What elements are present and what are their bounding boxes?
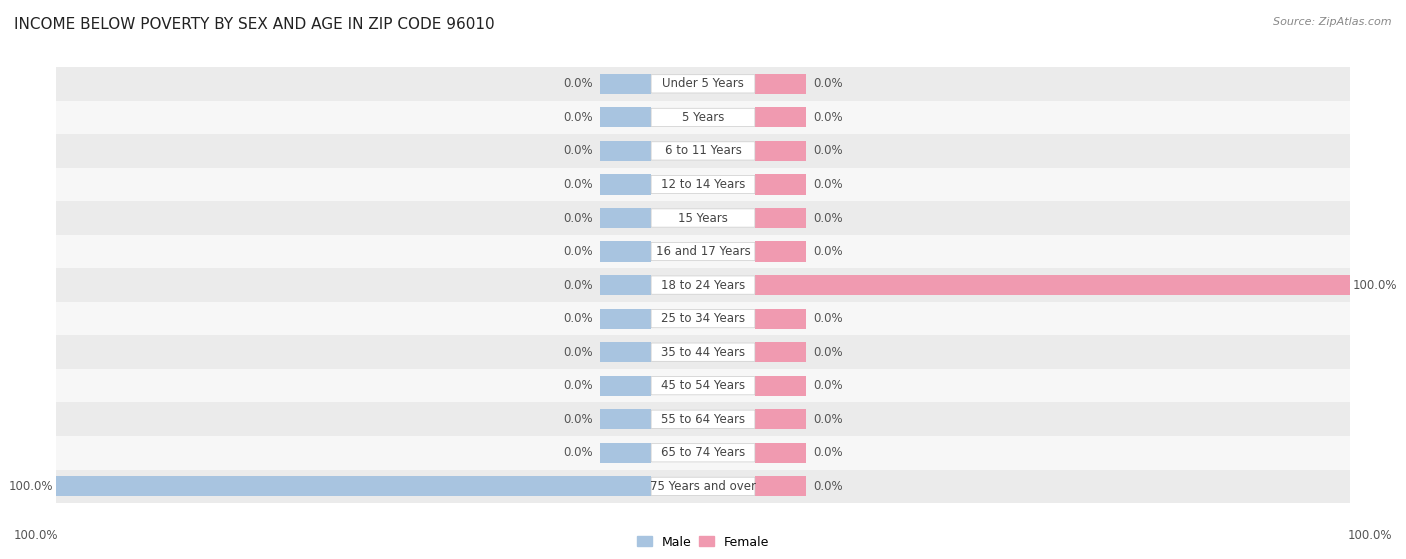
- Text: 0.0%: 0.0%: [813, 245, 842, 258]
- Text: 0.0%: 0.0%: [564, 77, 593, 91]
- Text: 18 to 24 Years: 18 to 24 Years: [661, 278, 745, 292]
- Bar: [599, 275, 651, 295]
- Bar: [755, 141, 807, 161]
- FancyBboxPatch shape: [651, 410, 755, 428]
- Text: 65 to 74 Years: 65 to 74 Years: [661, 446, 745, 459]
- Text: 0.0%: 0.0%: [813, 77, 842, 91]
- Bar: [755, 443, 807, 463]
- Bar: [755, 376, 807, 396]
- Bar: [599, 107, 651, 127]
- FancyBboxPatch shape: [651, 142, 755, 160]
- Text: 0.0%: 0.0%: [564, 312, 593, 325]
- Text: 0.0%: 0.0%: [813, 144, 842, 158]
- Bar: [56, 134, 1350, 168]
- FancyBboxPatch shape: [651, 276, 755, 294]
- Bar: [56, 436, 1350, 470]
- Bar: [56, 67, 1350, 101]
- Text: 5 Years: 5 Years: [682, 111, 724, 124]
- Bar: [755, 74, 807, 94]
- Text: 35 to 44 Years: 35 to 44 Years: [661, 345, 745, 359]
- Text: 16 and 17 Years: 16 and 17 Years: [655, 245, 751, 258]
- Text: 0.0%: 0.0%: [813, 345, 842, 359]
- Bar: [599, 309, 651, 329]
- Bar: [755, 241, 807, 262]
- Bar: [599, 208, 651, 228]
- Bar: [755, 409, 807, 429]
- Bar: [755, 342, 807, 362]
- Bar: [755, 174, 807, 195]
- Text: 0.0%: 0.0%: [564, 345, 593, 359]
- Bar: [599, 74, 651, 94]
- Text: 45 to 54 Years: 45 to 54 Years: [661, 379, 745, 392]
- Text: 0.0%: 0.0%: [564, 178, 593, 191]
- Text: 0.0%: 0.0%: [564, 413, 593, 426]
- Text: 0.0%: 0.0%: [564, 278, 593, 292]
- Text: 0.0%: 0.0%: [813, 446, 842, 459]
- Text: 55 to 64 Years: 55 to 64 Years: [661, 413, 745, 426]
- FancyBboxPatch shape: [651, 343, 755, 361]
- FancyBboxPatch shape: [651, 176, 755, 193]
- Bar: [599, 342, 651, 362]
- Bar: [56, 369, 1350, 402]
- Text: 15 Years: 15 Years: [678, 211, 728, 225]
- Bar: [0, 476, 651, 496]
- FancyBboxPatch shape: [651, 310, 755, 328]
- FancyBboxPatch shape: [651, 75, 755, 93]
- Bar: [599, 241, 651, 262]
- Bar: [599, 443, 651, 463]
- Text: 0.0%: 0.0%: [564, 211, 593, 225]
- Text: 0.0%: 0.0%: [813, 111, 842, 124]
- Bar: [599, 141, 651, 161]
- Text: 100.0%: 100.0%: [8, 480, 53, 493]
- Text: 0.0%: 0.0%: [564, 111, 593, 124]
- Bar: [599, 409, 651, 429]
- Text: 12 to 14 Years: 12 to 14 Years: [661, 178, 745, 191]
- Bar: [755, 208, 807, 228]
- Text: 0.0%: 0.0%: [564, 245, 593, 258]
- Text: 0.0%: 0.0%: [813, 312, 842, 325]
- Bar: [56, 302, 1350, 335]
- Bar: [56, 470, 1350, 503]
- Bar: [755, 476, 807, 496]
- Text: 100.0%: 100.0%: [1353, 278, 1398, 292]
- Text: 75 Years and over: 75 Years and over: [650, 480, 756, 493]
- Bar: [755, 107, 807, 127]
- Bar: [56, 201, 1350, 235]
- Text: 0.0%: 0.0%: [813, 413, 842, 426]
- Text: Under 5 Years: Under 5 Years: [662, 77, 744, 91]
- Text: 0.0%: 0.0%: [564, 379, 593, 392]
- Legend: Male, Female: Male, Female: [631, 530, 775, 553]
- Bar: [56, 335, 1350, 369]
- Text: Source: ZipAtlas.com: Source: ZipAtlas.com: [1274, 17, 1392, 27]
- Bar: [56, 402, 1350, 436]
- Text: 0.0%: 0.0%: [813, 379, 842, 392]
- FancyBboxPatch shape: [651, 477, 755, 495]
- Text: 0.0%: 0.0%: [564, 446, 593, 459]
- Bar: [599, 376, 651, 396]
- Text: INCOME BELOW POVERTY BY SEX AND AGE IN ZIP CODE 96010: INCOME BELOW POVERTY BY SEX AND AGE IN Z…: [14, 17, 495, 32]
- FancyBboxPatch shape: [651, 377, 755, 395]
- Text: 0.0%: 0.0%: [813, 480, 842, 493]
- FancyBboxPatch shape: [651, 209, 755, 227]
- Text: 100.0%: 100.0%: [1347, 529, 1392, 542]
- FancyBboxPatch shape: [651, 444, 755, 462]
- Bar: [56, 235, 1350, 268]
- Text: 0.0%: 0.0%: [813, 211, 842, 225]
- Bar: [56, 268, 1350, 302]
- Text: 25 to 34 Years: 25 to 34 Years: [661, 312, 745, 325]
- FancyBboxPatch shape: [651, 243, 755, 260]
- Bar: [56, 101, 1350, 134]
- FancyBboxPatch shape: [651, 108, 755, 126]
- Bar: [599, 174, 651, 195]
- Text: 0.0%: 0.0%: [564, 144, 593, 158]
- Bar: [56, 168, 1350, 201]
- Bar: [755, 275, 1406, 295]
- Text: 6 to 11 Years: 6 to 11 Years: [665, 144, 741, 158]
- Bar: [755, 309, 807, 329]
- Text: 100.0%: 100.0%: [14, 529, 59, 542]
- Text: 0.0%: 0.0%: [813, 178, 842, 191]
